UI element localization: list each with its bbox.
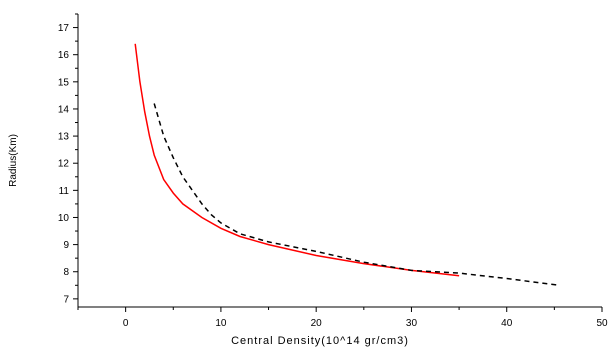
y-tick-label: 12: [58, 159, 70, 170]
x-tick-label: 10: [215, 318, 227, 329]
y-axis-title: Radius(Km): [8, 134, 19, 187]
x-tick-label: 40: [501, 318, 513, 329]
dashed-series-line: [153, 103, 560, 287]
y-tick-label: 7: [63, 294, 69, 305]
y-tick-label: 15: [58, 77, 70, 88]
y-tick-label: 8: [63, 267, 69, 278]
solid-series-line: [134, 43, 460, 277]
y-tick-label: 14: [58, 104, 70, 115]
y-tick-label: 17: [58, 23, 70, 34]
x-axis-title: Central Density(10^14 gr/cm3): [231, 335, 409, 347]
y-tick-label: 9: [63, 240, 69, 251]
x-tick-label: 30: [406, 318, 418, 329]
x-tick-label: 50: [596, 318, 608, 329]
y-tick-label: 10: [58, 213, 70, 224]
y-tick-label: 16: [58, 50, 70, 61]
x-tick-label: 20: [311, 318, 323, 329]
series-layer: [134, 43, 560, 287]
y-tick-label: 13: [58, 132, 70, 143]
y-tick-label: 11: [59, 186, 70, 197]
ticks-layer: 7 8 9 10 11 12 13 14 15 16 17 0 10 20 30 40 50: [58, 13, 608, 329]
x-tick-label: 0: [123, 318, 129, 329]
